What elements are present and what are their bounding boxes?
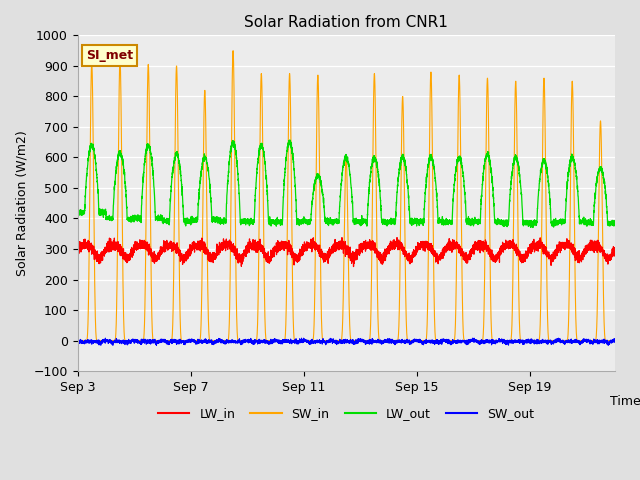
LW_out (557, 218, 564, 224)
SW_in (332, 338, 340, 344)
LW_in (611, 247, 618, 253)
SW_in (74, 338, 81, 344)
Title: Solar Radiation from CNR1: Solar Radiation from CNR1 (244, 15, 448, 30)
X-axis label: Time: Time (610, 395, 640, 408)
LW_in (349, 264, 357, 269)
Line: LW_in: LW_in (77, 238, 614, 266)
LW_out (201, 155, 209, 161)
SW_in (229, 48, 237, 54)
SW_in (244, 338, 252, 344)
LW_in (557, 244, 564, 250)
SW_out (244, 337, 252, 343)
Line: LW_out: LW_out (77, 140, 614, 228)
SW_out (332, 338, 340, 344)
LW_out (529, 225, 536, 230)
Legend: LW_in, SW_in, LW_out, SW_out: LW_in, SW_in, LW_out, SW_out (153, 402, 539, 425)
LW_out (328, 217, 335, 223)
SW_out (328, 337, 335, 343)
LW_out (332, 218, 340, 224)
SW_out (202, 338, 209, 344)
SW_in (201, 88, 209, 94)
Line: SW_out: SW_out (77, 338, 614, 346)
LW_in (244, 244, 252, 250)
LW_out (244, 219, 252, 225)
SW_in (557, 338, 564, 344)
SW_out (219, 340, 227, 346)
SW_in (328, 338, 335, 344)
SW_in (219, 338, 227, 344)
LW_in (219, 244, 227, 250)
SW_out (557, 338, 564, 344)
LW_in (327, 247, 335, 252)
SW_out (102, 335, 109, 341)
SW_out (74, 337, 81, 343)
Line: SW_in: SW_in (77, 51, 614, 341)
Y-axis label: Solar Radiation (W/m2): Solar Radiation (W/m2) (15, 131, 28, 276)
Text: SI_met: SI_met (86, 49, 133, 62)
LW_out (219, 219, 227, 225)
LW_out (74, 209, 81, 215)
SW_out (611, 338, 618, 344)
LW_in (332, 247, 340, 253)
SW_in (611, 338, 618, 344)
LW_in (74, 247, 81, 253)
LW_out (611, 220, 618, 226)
LW_in (393, 235, 401, 240)
LW_out (286, 137, 294, 143)
SW_out (152, 343, 160, 348)
LW_in (201, 247, 209, 252)
